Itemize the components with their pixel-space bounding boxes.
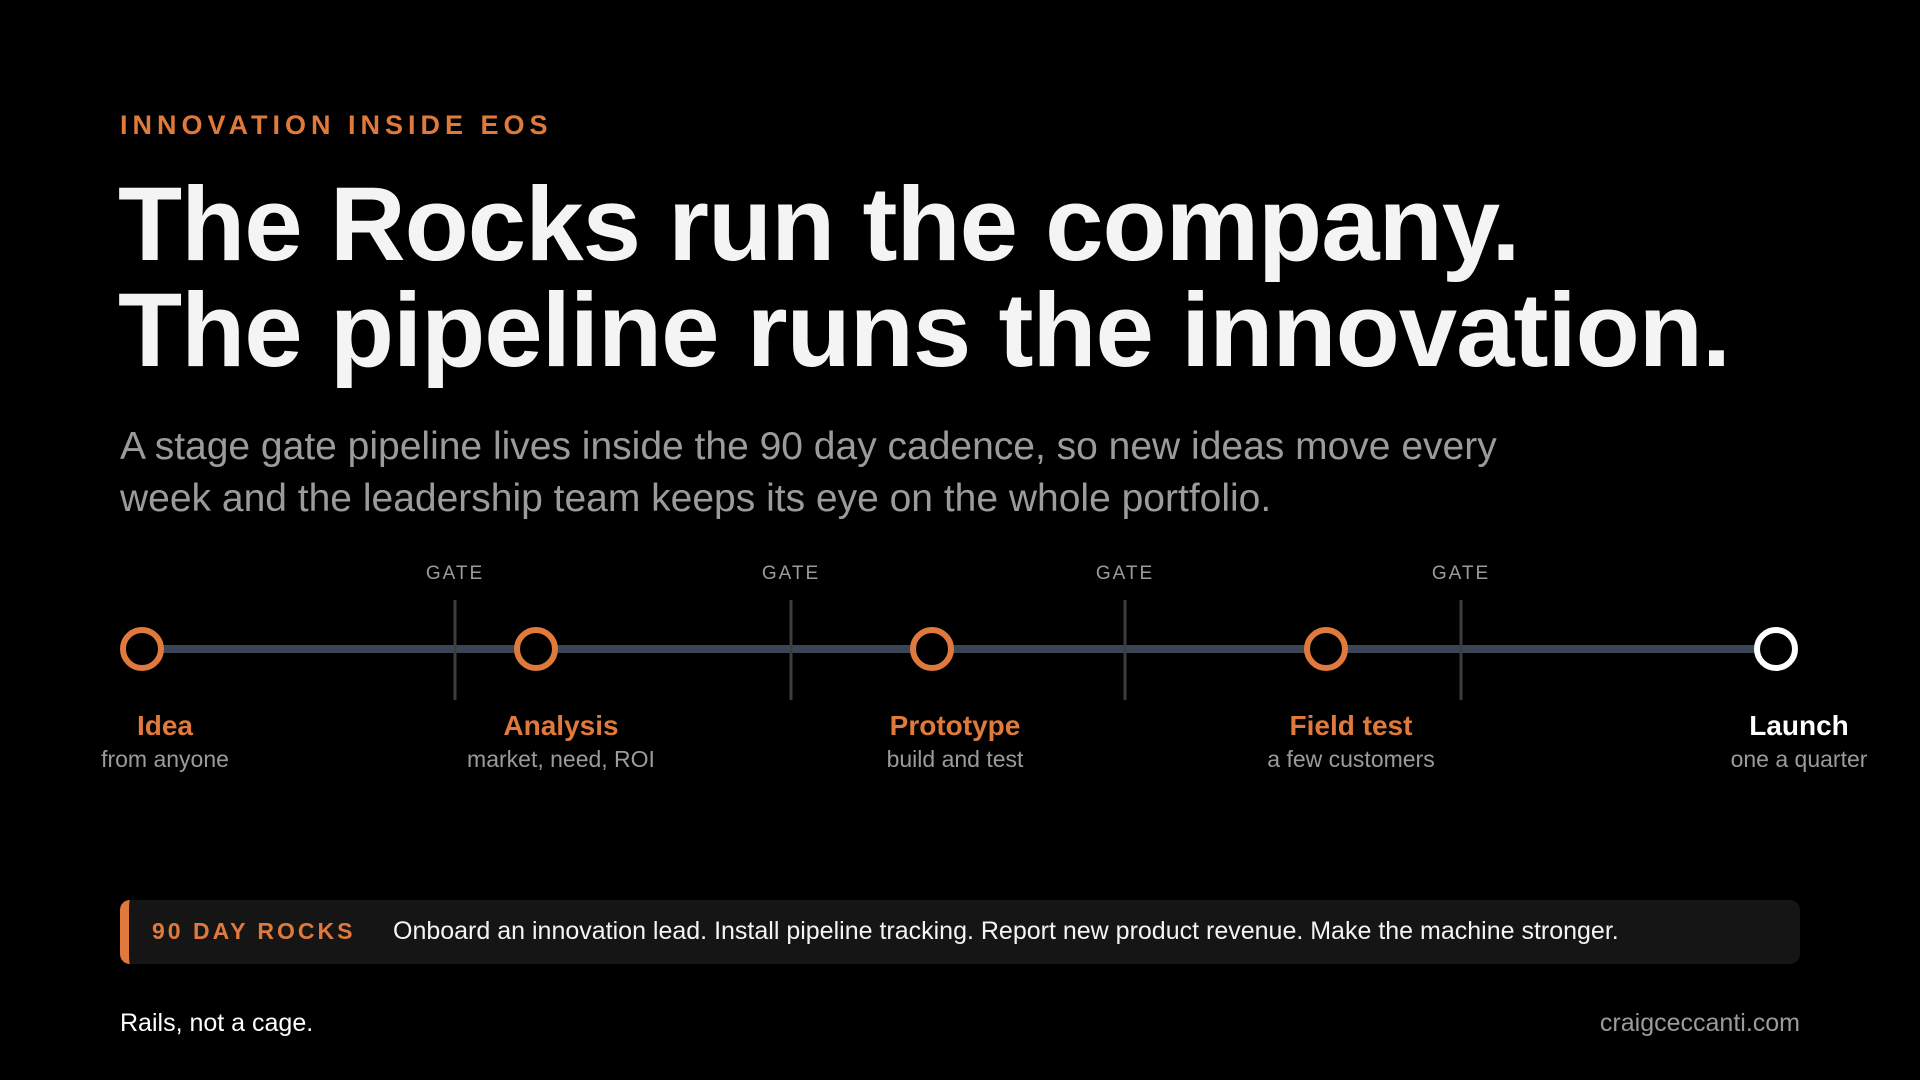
rocks-bar: 90 DAY ROCKS Onboard an innovation lead.… — [120, 900, 1800, 964]
title-line: The Rocks run the company. — [118, 166, 1520, 283]
stage: Field test a few customers — [1267, 710, 1434, 773]
stage-sub: one a quarter — [1730, 746, 1868, 772]
stage-label: Launch — [1749, 710, 1849, 741]
stage-node — [910, 627, 954, 671]
stage-sub: a few customers — [1267, 746, 1435, 772]
stage-sub: from anyone — [101, 746, 229, 772]
stage-node — [1304, 627, 1348, 671]
stage: Launch one a quarter — [1731, 710, 1868, 773]
stage: Idea from anyone — [101, 710, 229, 773]
stage-label: Field test — [1289, 710, 1413, 741]
stage-label: Prototype — [889, 710, 1021, 741]
stage-label: Idea — [136, 710, 194, 741]
rocks-label: 90 DAY ROCKS — [152, 918, 356, 944]
gate-label: GATE — [426, 563, 484, 584]
eyebrow: INNOVATION INSIDE EOS — [120, 110, 553, 140]
rocks-text: Onboard an innovation lead. Install pipe… — [393, 917, 1619, 945]
gate-label: GATE — [1432, 563, 1490, 584]
gate-label: GATE — [1096, 563, 1154, 584]
subtitle: A stage gate pipeline lives inside the 9… — [120, 425, 1497, 520]
stage: Prototype build and test — [887, 710, 1024, 773]
title-line: The pipeline runs the innovation. — [118, 272, 1731, 389]
footer-site: craigceccanti.com — [1599, 1009, 1800, 1037]
gate-label: GATE — [762, 563, 820, 584]
stage-node — [1754, 627, 1798, 671]
stage-label: Analysis — [503, 710, 619, 741]
stage-node — [514, 627, 558, 671]
footer-tagline: Rails, not a cage. — [120, 1009, 314, 1037]
stage-sub: build and test — [886, 746, 1024, 772]
stage-node — [120, 627, 164, 671]
stage: Analysis market, need, ROI — [467, 710, 655, 773]
stage-sub: market, need, ROI — [467, 746, 655, 772]
